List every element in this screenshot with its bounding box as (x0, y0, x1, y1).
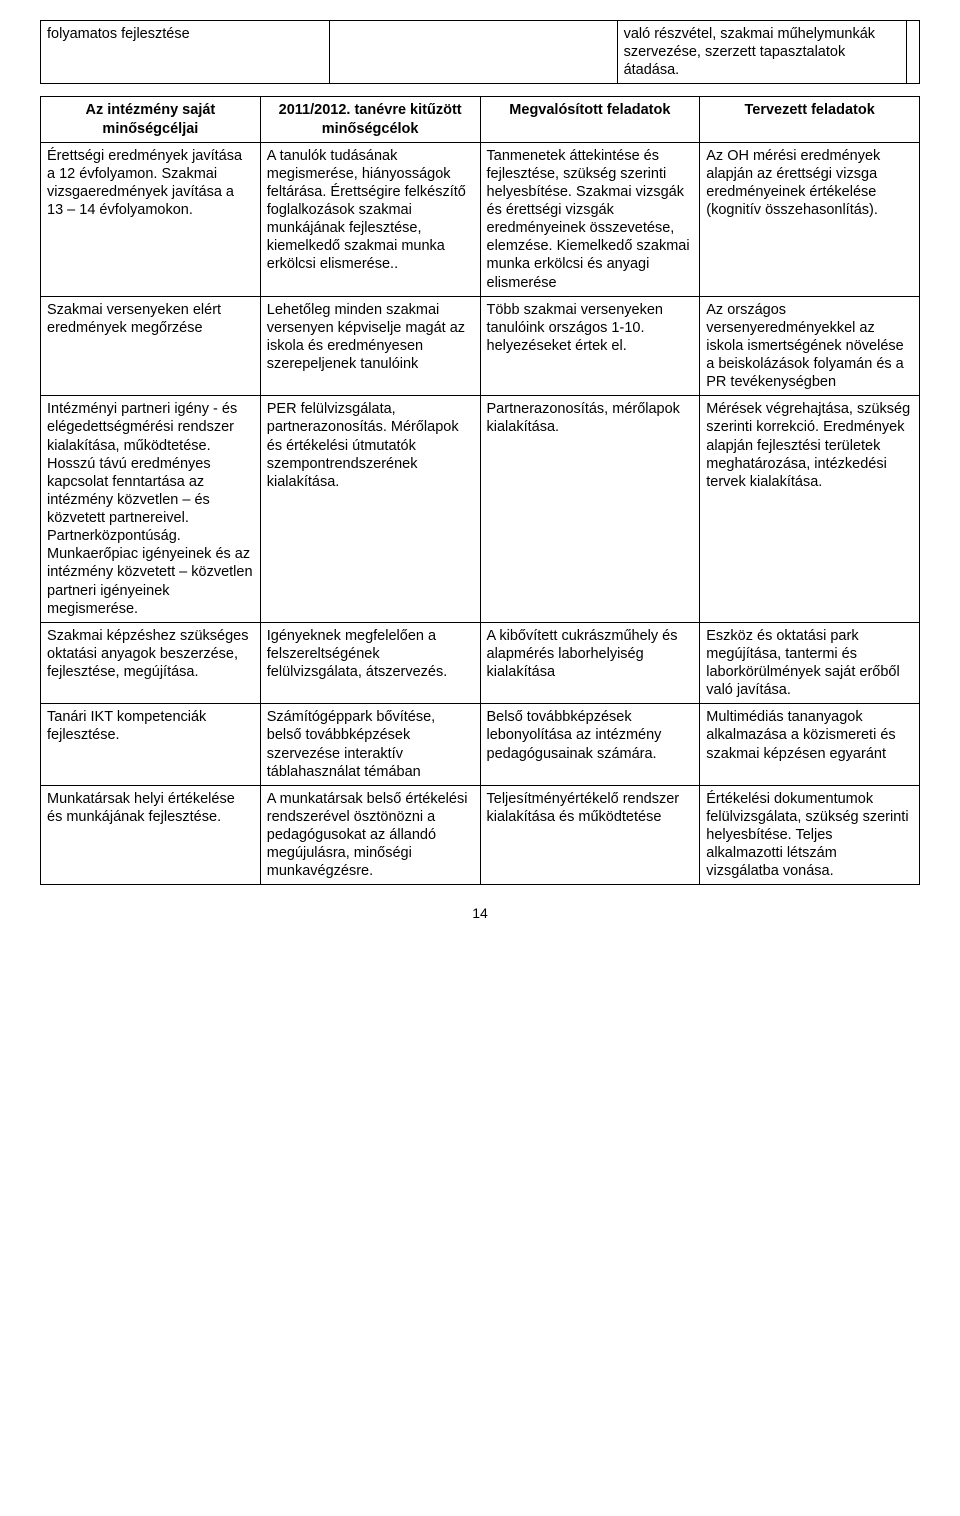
col-header-planned: Tervezett feladatok (700, 97, 920, 142)
cell: folyamatos fejlesztése (41, 21, 330, 84)
col-header-own-goals: Az intézmény saját minőségcéljai (41, 97, 261, 142)
cell: Az országos versenyeredményekkel az isko… (700, 296, 920, 396)
cell: Igényeknek megfelelően a felszereltségén… (260, 622, 480, 704)
cell: Érettségi eredmények javítása a 12 évfol… (41, 142, 261, 296)
cell: Az OH mérési eredmények alapján az érett… (700, 142, 920, 296)
cell: Partnerazonosítás, mérőlapok kialakítása… (480, 396, 700, 623)
table-row: Munkatársak helyi értékelése és munkáján… (41, 785, 920, 885)
table-row: Intézményi partneri igény - és elégedett… (41, 396, 920, 623)
cell: A munkatársak belső értékelési rendszeré… (260, 785, 480, 885)
cell: Szakmai versenyeken elért eredmények meg… (41, 296, 261, 396)
cell: Értékelési dokumentumok felülvizsgálata,… (700, 785, 920, 885)
cell: Tanmenetek áttekintése és fejlesztése, s… (480, 142, 700, 296)
cell-empty (906, 21, 919, 84)
cell: Szakmai képzéshez szükséges oktatási any… (41, 622, 261, 704)
cell: A tanulók tudásának megismerése, hiányos… (260, 142, 480, 296)
cell: Intézményi partneri igény - és elégedett… (41, 396, 261, 623)
cell: Eszköz és oktatási park megújítása, tant… (700, 622, 920, 704)
cell: Teljesítményértékelő rendszer kialakítás… (480, 785, 700, 885)
cell: Lehetőleg minden szakmai versenyen képvi… (260, 296, 480, 396)
table-row: Érettségi eredmények javítása a 12 évfol… (41, 142, 920, 296)
table-row: folyamatos fejlesztése való részvétel, s… (41, 21, 920, 84)
col-header-completed: Megvalósított feladatok (480, 97, 700, 142)
cell: Mérések végrehajtása, szükség szerinti k… (700, 396, 920, 623)
table-row: Szakmai versenyeken elért eredmények meg… (41, 296, 920, 396)
cell: Munkatársak helyi értékelése és munkáján… (41, 785, 261, 885)
cell: Számítógéppark bővítése, belső továbbkép… (260, 704, 480, 786)
table-row: Tanári IKT kompetenciák fejlesztése. Szá… (41, 704, 920, 786)
cell: Multimédiás tananyagok alkalmazása a köz… (700, 704, 920, 786)
page-number: 14 (40, 905, 920, 923)
top-fragment-table: folyamatos fejlesztése való részvétel, s… (40, 20, 920, 84)
cell: Belső továbbképzések lebonyolítása az in… (480, 704, 700, 786)
cell-empty (329, 21, 617, 84)
quality-goals-table: Az intézmény saját minőségcéljai 2011/20… (40, 96, 920, 885)
table-row: Szakmai képzéshez szükséges oktatási any… (41, 622, 920, 704)
cell: Több szakmai versenyeken tanulóink orszá… (480, 296, 700, 396)
cell: A kibővített cukrászműhely és alapmérés … (480, 622, 700, 704)
col-header-year-goals: 2011/2012. tanévre kitűzött minőségcélok (260, 97, 480, 142)
header-row: Az intézmény saját minőségcéljai 2011/20… (41, 97, 920, 142)
cell: PER felülvizsgálata, partnerazonosítás. … (260, 396, 480, 623)
cell: való részvétel, szakmai műhelymunkák sze… (617, 21, 906, 84)
cell: Tanári IKT kompetenciák fejlesztése. (41, 704, 261, 786)
